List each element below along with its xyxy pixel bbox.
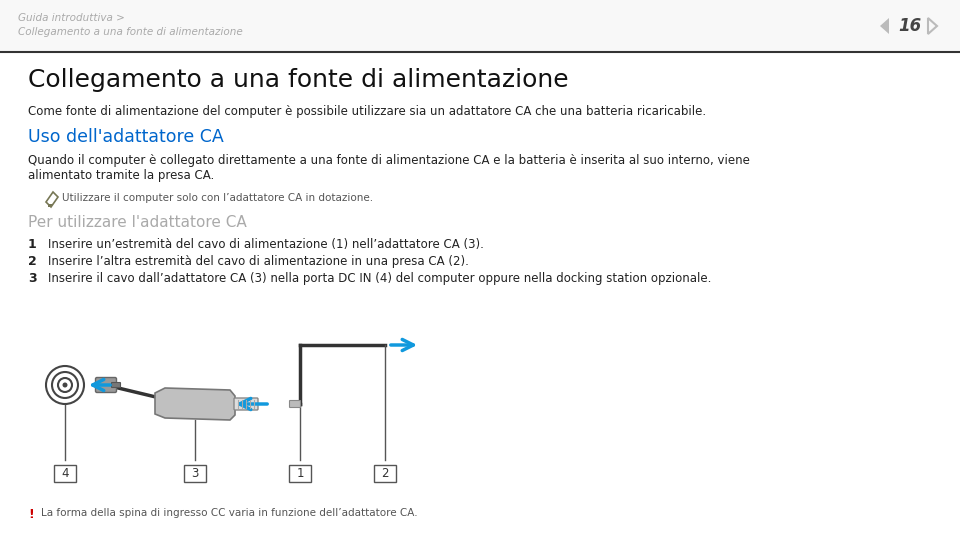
Text: Uso dell'adattatore CA: Uso dell'adattatore CA [28, 128, 224, 146]
Text: 2: 2 [381, 467, 389, 480]
Text: 2: 2 [28, 255, 36, 268]
Text: Come fonte di alimentazione del computer è possibile utilizzare sia un adattator: Come fonte di alimentazione del computer… [28, 105, 707, 118]
FancyBboxPatch shape [374, 465, 396, 482]
FancyBboxPatch shape [289, 465, 311, 482]
Bar [48, 204, 52, 207]
FancyBboxPatch shape [111, 383, 121, 388]
Text: Inserire l’altra estremità del cavo di alimentazione in una presa CA (2).: Inserire l’altra estremità del cavo di a… [48, 255, 468, 268]
Text: 1: 1 [28, 238, 36, 251]
Bar [0, 0, 960, 52]
Text: 16: 16 [899, 17, 922, 35]
Text: 3: 3 [191, 467, 199, 480]
Text: Utilizzare il computer solo con l’adattatore CA in dotazione.: Utilizzare il computer solo con l’adatta… [62, 193, 373, 203]
Text: alimentato tramite la presa CA.: alimentato tramite la presa CA. [28, 169, 214, 182]
FancyBboxPatch shape [290, 400, 300, 407]
FancyBboxPatch shape [234, 398, 258, 410]
Text: Per utilizzare l'adattatore CA: Per utilizzare l'adattatore CA [28, 215, 247, 230]
Text: Inserire un’estremità del cavo di alimentazione (1) nell’adattatore CA (3).: Inserire un’estremità del cavo di alimen… [48, 238, 484, 251]
Text: Quando il computer è collegato direttamente a una fonte di alimentazione CA e la: Quando il computer è collegato direttame… [28, 154, 750, 167]
Text: Collegamento a una fonte di alimentazione: Collegamento a una fonte di alimentazion… [28, 68, 568, 92]
Text: Guida introduttiva >: Guida introduttiva > [18, 13, 125, 23]
Text: 1: 1 [297, 467, 303, 480]
Text: 4: 4 [61, 467, 69, 480]
Text: Inserire il cavo dall’adattatore CA (3) nella porta DC IN (4) del computer oppur: Inserire il cavo dall’adattatore CA (3) … [48, 272, 711, 285]
Text: La forma della spina di ingresso CC varia in funzione dell’adattatore CA.: La forma della spina di ingresso CC vari… [41, 508, 418, 518]
Text: 3: 3 [28, 272, 36, 285]
Polygon shape [155, 388, 235, 420]
Text: Collegamento a una fonte di alimentazione: Collegamento a una fonte di alimentazion… [18, 27, 243, 37]
FancyBboxPatch shape [95, 377, 116, 392]
FancyBboxPatch shape [54, 465, 76, 482]
FancyBboxPatch shape [184, 465, 206, 482]
Text: !: ! [28, 508, 34, 521]
Circle shape [62, 383, 67, 388]
Polygon shape [880, 18, 889, 34]
